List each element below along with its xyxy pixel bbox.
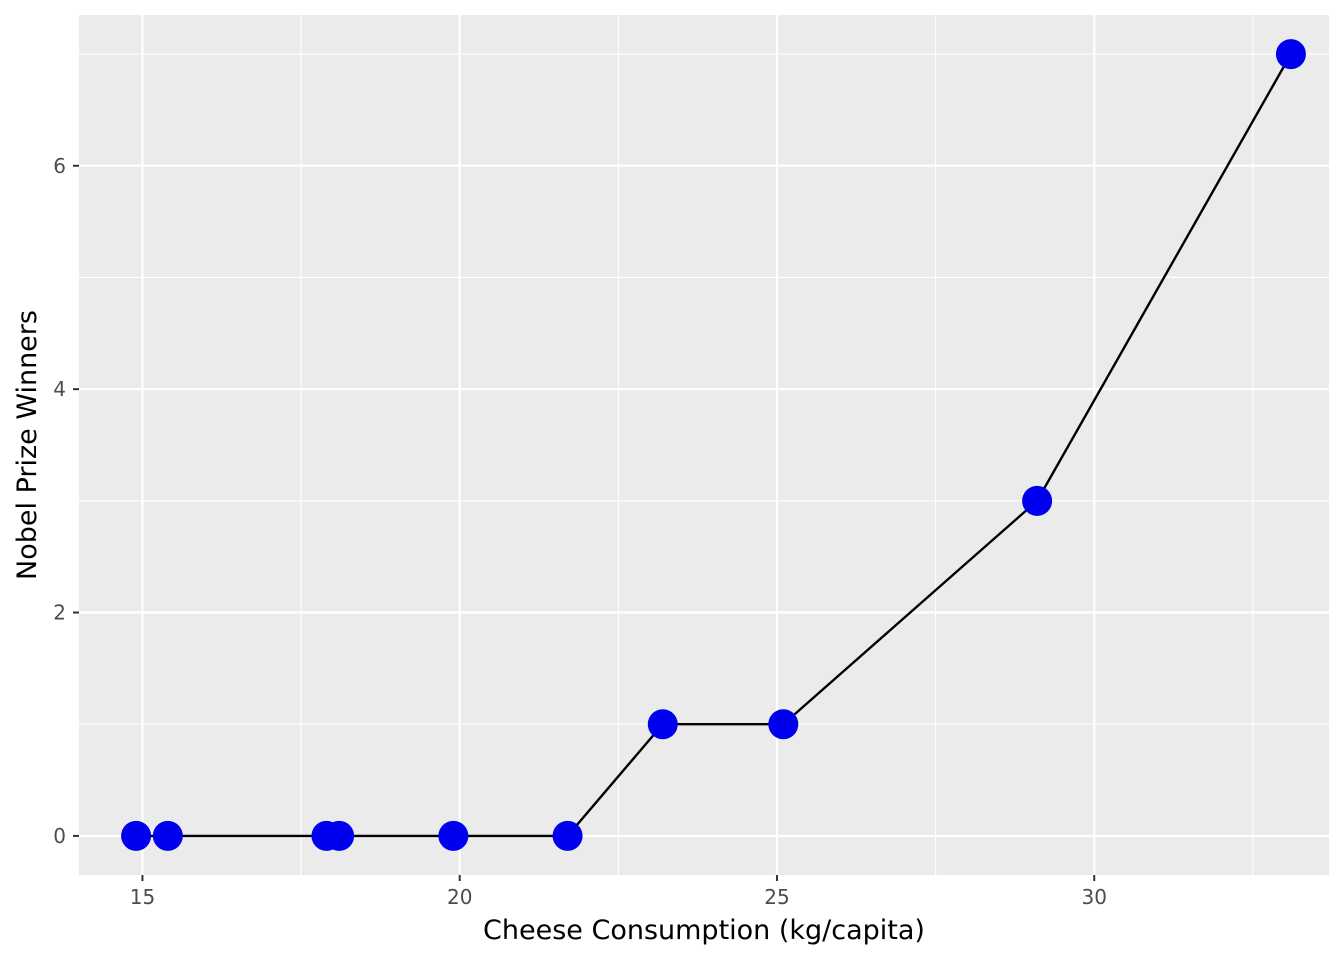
data-point [324, 820, 355, 851]
y-tick-label: 4 [53, 377, 66, 401]
grid-major [79, 15, 1329, 875]
x-tick-label: 25 [764, 885, 789, 909]
data-point [121, 820, 152, 851]
series-line [136, 53, 1292, 838]
y-tick-label: 0 [53, 824, 66, 848]
y-axis-title: Nobel Prize Winners [12, 310, 43, 580]
x-axis: 15 20 25 30 [130, 875, 1107, 909]
x-tick-label: 30 [1082, 885, 1107, 909]
y-axis: 0 2 4 6 [53, 154, 79, 848]
data-point [438, 820, 469, 851]
plot-panel [79, 15, 1329, 875]
y-tick-label: 2 [53, 601, 66, 625]
series-layer [121, 39, 1306, 851]
x-tick-label: 15 [130, 885, 155, 909]
data-point [768, 709, 799, 740]
y-tick-label: 6 [53, 154, 66, 178]
data-point [1275, 39, 1306, 70]
data-point [647, 709, 678, 740]
data-point [152, 820, 183, 851]
data-point [552, 820, 583, 851]
x-tick-label: 20 [447, 885, 472, 909]
x-axis-title: Cheese Consumption (kg/capita) [483, 915, 925, 946]
data-point [1022, 485, 1053, 516]
